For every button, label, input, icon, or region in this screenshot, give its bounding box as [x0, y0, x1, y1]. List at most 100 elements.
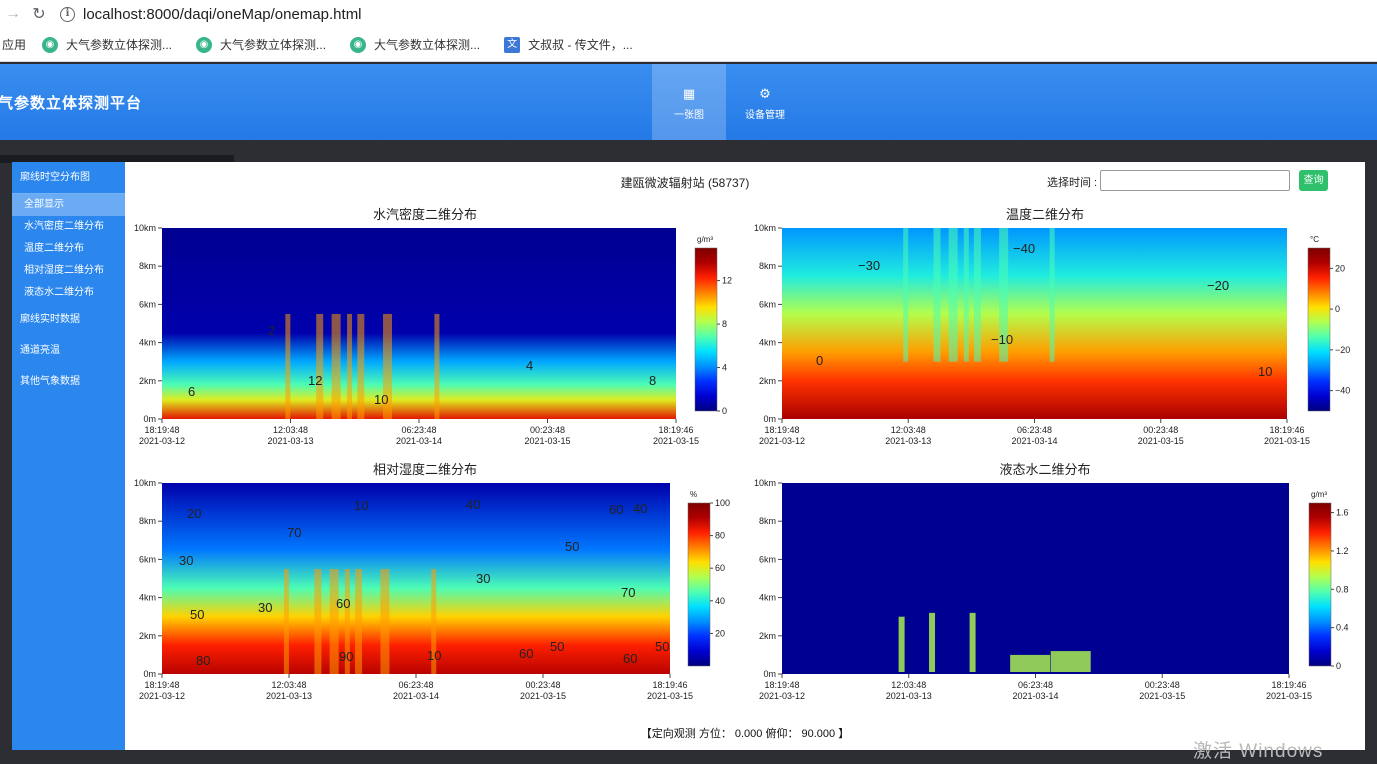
chart-title: 相对湿度二维分布: [372, 462, 477, 477]
bookmark-item[interactable]: ◉ 大气参数立体探测...: [350, 36, 480, 53]
heatmap-field: [782, 228, 1287, 419]
y-tick-label: 4km: [139, 593, 156, 603]
observation-footer: 【定向观测 方位： 0.000 俯仰： 90.000 】: [640, 728, 850, 740]
x-tick-label: 2021-03-12: [759, 436, 805, 446]
contour-label: 50: [565, 539, 579, 554]
x-tick-label: 2021-03-14: [393, 691, 439, 701]
forward-icon[interactable]: →: [5, 5, 21, 22]
colorbar-tick-label: 60: [715, 563, 725, 573]
field-feature: [434, 313, 440, 419]
bookmarks-bar: 应用 ◉ 大气参数立体探测... ◉ 大气参数立体探测... ◉ 大气参数立体探测..…: [0, 28, 1377, 62]
liquid-water-feature: [929, 612, 936, 672]
contour-label: 10: [1258, 364, 1272, 379]
sidebar-item-profile-distribution[interactable]: 廓线时空分布图: [12, 162, 125, 194]
heatmap-svg: 2126104810km8km6km4km2km0m18:19:482021-0…: [134, 223, 732, 446]
x-tick-label: 2021-03-14: [396, 436, 442, 446]
contour-label: −40: [1013, 241, 1035, 256]
y-tick-label: 8km: [759, 516, 776, 526]
bookmark-item[interactable]: 文文叔叔 - 传文件，...: [504, 36, 633, 53]
y-tick-label: 8km: [139, 261, 156, 271]
colorbar-tick-label: 0.4: [1336, 623, 1349, 633]
heatmap-field: [162, 228, 676, 419]
bookmark-label: 大气参数立体探测...: [220, 38, 327, 52]
time-label: 选择时间 :: [1047, 177, 1098, 189]
contour-label: 12: [308, 373, 322, 388]
colorbar-tick-label: 0: [722, 406, 727, 416]
x-tick-label: 2021-03-12: [759, 691, 805, 701]
time-input[interactable]: [1100, 170, 1290, 191]
contour-label: 40: [466, 497, 480, 512]
x-tick-label: 00:23:48: [1143, 425, 1178, 435]
heatmap-field: [782, 483, 1289, 674]
colorbar-unit: g/m³: [1311, 490, 1327, 499]
tab-device-management[interactable]: ⚙ 设备管理: [728, 64, 802, 140]
x-tick-label: 2021-03-14: [1011, 436, 1057, 446]
field-feature: [344, 568, 350, 674]
x-tick-label: 06:23:48: [398, 680, 433, 690]
query-button[interactable]: 查询: [1299, 170, 1328, 191]
field-feature: [380, 568, 390, 674]
x-tick-label: 18:19:48: [764, 680, 799, 690]
colorbar-tick-label: −20: [1335, 345, 1350, 355]
contour-label: −20: [1207, 278, 1229, 293]
field-feature: [355, 568, 363, 674]
colorbar-unit: °C: [1310, 235, 1319, 244]
bookmark-item[interactable]: ◉ 大气参数立体探测...: [42, 36, 172, 53]
colorbar-tick-label: 4: [722, 363, 727, 373]
tab-one-map[interactable]: ▦ 一张图: [652, 64, 726, 140]
field-feature: [357, 313, 365, 419]
contour-label: 20: [187, 506, 201, 521]
colorbar: [694, 247, 718, 412]
app-title: 气参数立体探测平台: [0, 95, 143, 112]
contour-label: 40: [633, 501, 647, 516]
bookmark-label: 大气参数立体探测...: [66, 38, 173, 52]
y-tick-label: 0m: [763, 669, 776, 679]
x-tick-label: 2021-03-15: [520, 691, 566, 701]
colorbar-tick-label: 100: [715, 498, 730, 508]
contour-label: 70: [287, 525, 301, 540]
sidebar-item-realtime[interactable]: 廓线实时数据: [20, 314, 80, 325]
field-feature: [383, 313, 393, 419]
y-tick-label: 2km: [139, 631, 156, 641]
tab-label: 一张图: [674, 110, 704, 121]
url-field[interactable]: i localhost:8000/daqi/oneMap/onemap.html: [60, 2, 1377, 26]
bookmark-item[interactable]: ◉ 大气参数立体探测...: [196, 36, 326, 53]
site-icon: ◉: [42, 36, 59, 53]
colorbar-unit: %: [690, 490, 697, 499]
sidebar-subitem-show-all[interactable]: 全部显示: [12, 194, 125, 216]
y-tick-label: 4km: [139, 338, 156, 348]
chart-title: 温度二维分布: [1005, 207, 1084, 222]
app-header: 气参数立体探测平台 ▦ 一张图 ⚙ 设备管理: [0, 64, 1377, 140]
reload-icon[interactable]: ↻: [32, 6, 46, 23]
x-tick-label: 2021-03-13: [267, 436, 313, 446]
field-feature: [999, 228, 1009, 362]
heatmap-field: [162, 483, 670, 674]
contour-label: 50: [655, 639, 669, 654]
colorbar-tick-label: 80: [715, 531, 725, 541]
x-tick-label: 12:03:48: [891, 680, 926, 690]
sidebar-subitem-humidity[interactable]: 相对湿度二维分布: [24, 265, 104, 276]
sidebar-subitem-vapor[interactable]: 水汽密度二维分布: [24, 221, 104, 232]
info-icon[interactable]: i: [60, 6, 75, 22]
heatmap-svg: −40−30−20−1001010km8km6km4km2km0m18:19:4…: [754, 223, 1350, 446]
colorbar: [687, 502, 711, 667]
sidebar-subitem-liquid-water[interactable]: 液态水二维分布: [24, 287, 94, 298]
x-tick-label: 2021-03-15: [1266, 691, 1312, 701]
bookmark-apps[interactable]: 应用: [2, 38, 27, 52]
sidebar-item-brightness[interactable]: 通道亮温: [20, 345, 60, 356]
contour-label: 50: [550, 639, 564, 654]
x-tick-label: 2021-03-15: [653, 436, 699, 446]
field-feature: [903, 228, 909, 362]
sidebar-item-other-weather[interactable]: 其他气象数据: [20, 376, 80, 387]
x-tick-label: 18:19:46: [652, 680, 687, 690]
x-tick-label: 2021-03-15: [1138, 436, 1184, 446]
contour-label: 30: [258, 600, 272, 615]
contour-label: 4: [526, 358, 533, 373]
y-tick-label: 0m: [143, 669, 156, 679]
contour-label: 10: [354, 498, 368, 513]
x-tick-label: 2021-03-12: [139, 691, 185, 701]
x-tick-label: 00:23:48: [525, 680, 560, 690]
field-feature: [285, 313, 291, 419]
sidebar-subitem-temperature[interactable]: 温度二维分布: [24, 243, 84, 254]
